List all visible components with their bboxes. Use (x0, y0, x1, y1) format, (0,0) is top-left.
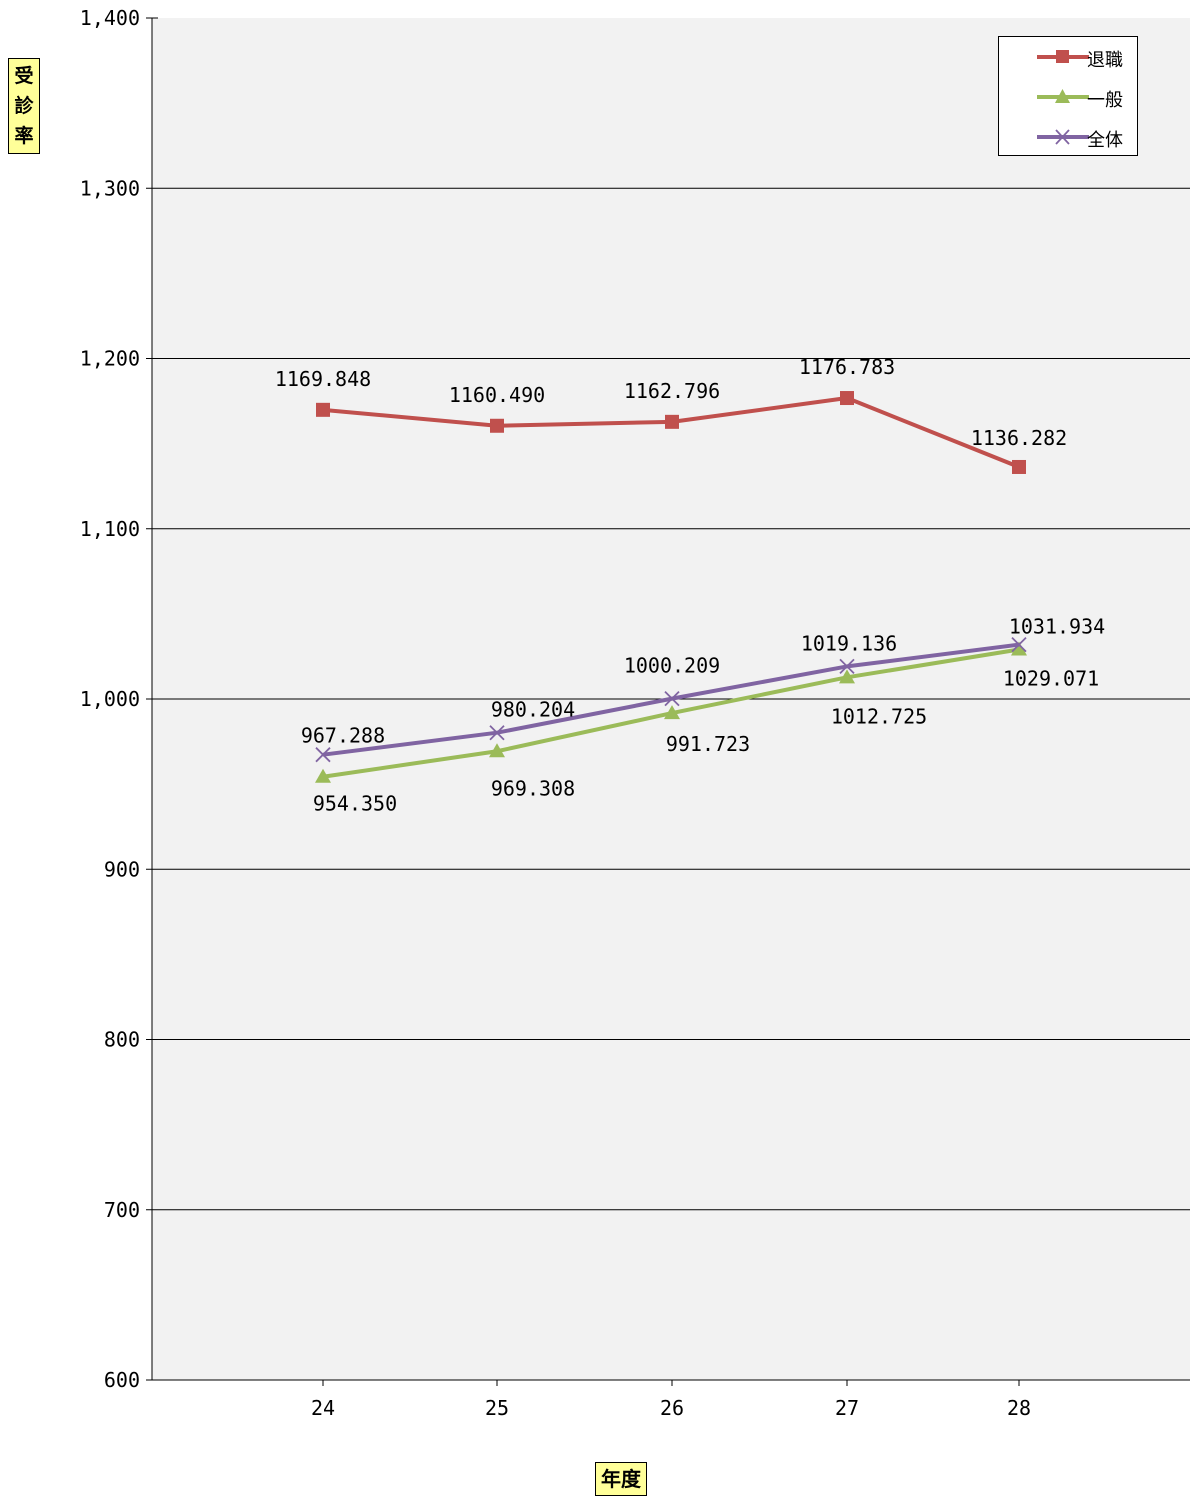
square-marker-icon (1037, 50, 1089, 63)
data-labels: 1169.848 1160.490 1162.796 1176.783 1136.282… (275, 355, 1105, 816)
y-axis-title-char: 率 (14, 125, 34, 147)
x-tick-label: 26 (660, 1396, 684, 1420)
triangle-marker-icon (1037, 89, 1089, 103)
x-tick-label: 24 (311, 1396, 335, 1420)
y-tick-label: 1,300 (80, 176, 140, 200)
x-axis-title: 年度 (595, 1462, 647, 1496)
legend-item-ippan: 一般 (999, 82, 1139, 112)
data-label: 1000.209 (624, 654, 720, 678)
x-tick-label: 25 (485, 1396, 509, 1420)
data-label: 1031.934 (1009, 615, 1105, 639)
data-label: 1136.282 (971, 426, 1067, 450)
y-tick-label: 1,400 (80, 6, 140, 30)
x-axis-ticks: 24 25 26 27 28 (311, 1380, 1031, 1420)
data-point-marker (1011, 641, 1027, 656)
data-point-marker (490, 418, 504, 433)
data-point-marker (489, 743, 505, 758)
data-point-marker (1012, 459, 1026, 474)
legend-label: 一般 (1087, 90, 1123, 111)
y-tick-label: 800 (104, 1028, 140, 1052)
x-tick-label: 28 (1007, 1396, 1031, 1420)
legend-item-zentai: 全体 (999, 122, 1139, 152)
data-point-marker (315, 747, 331, 763)
legend: 退職 一般 全体 (998, 36, 1138, 156)
y-axis-title-char: 診 (14, 95, 34, 117)
data-label: 1169.848 (275, 367, 371, 391)
x-tick-label: 27 (835, 1396, 859, 1420)
data-point-marker (1011, 636, 1027, 653)
y-tick-label: 900 (104, 857, 140, 881)
data-label: 1029.071 (1003, 667, 1099, 691)
data-label: 969.308 (491, 776, 575, 800)
data-label: 1012.725 (831, 704, 927, 728)
data-label: 1162.796 (624, 379, 720, 403)
data-point-marker (489, 725, 505, 741)
y-axis-title: 受診率 (8, 58, 40, 154)
data-point-marker (315, 768, 331, 783)
data-label: 1019.136 (801, 631, 897, 655)
y-axis-title-char: 受 (14, 65, 34, 87)
gridlines (152, 187, 1190, 1211)
data-label: 967.288 (301, 724, 385, 748)
legend-item-taishoku: 退職 (999, 42, 1139, 72)
data-label: 980.204 (491, 698, 575, 722)
y-axis-ticks: 600 700 800 900 1,000 1,100 1,200 1,300 1,400 (80, 6, 158, 1392)
data-point-marker (664, 705, 680, 720)
data-label: 1176.783 (799, 355, 895, 379)
legend-label: 全体 (1087, 130, 1123, 151)
data-point-marker (316, 402, 330, 417)
data-point-marker (839, 669, 855, 684)
data-label: 954.350 (313, 792, 397, 816)
data-point-marker (665, 414, 679, 429)
legend-label: 退職 (1087, 50, 1123, 71)
data-label: 991.723 (666, 732, 750, 756)
x-marker-icon (1037, 129, 1089, 145)
y-tick-label: 700 (104, 1198, 140, 1222)
y-tick-label: 600 (104, 1368, 140, 1392)
y-tick-label: 1,100 (80, 517, 140, 541)
y-tick-label: 1,200 (80, 347, 140, 371)
data-point-marker (664, 691, 680, 707)
data-point-marker (840, 391, 854, 406)
series-layer (315, 391, 1027, 783)
y-tick-label: 1,000 (80, 687, 140, 711)
data-label: 1160.490 (449, 383, 545, 407)
data-point-marker (839, 658, 855, 675)
